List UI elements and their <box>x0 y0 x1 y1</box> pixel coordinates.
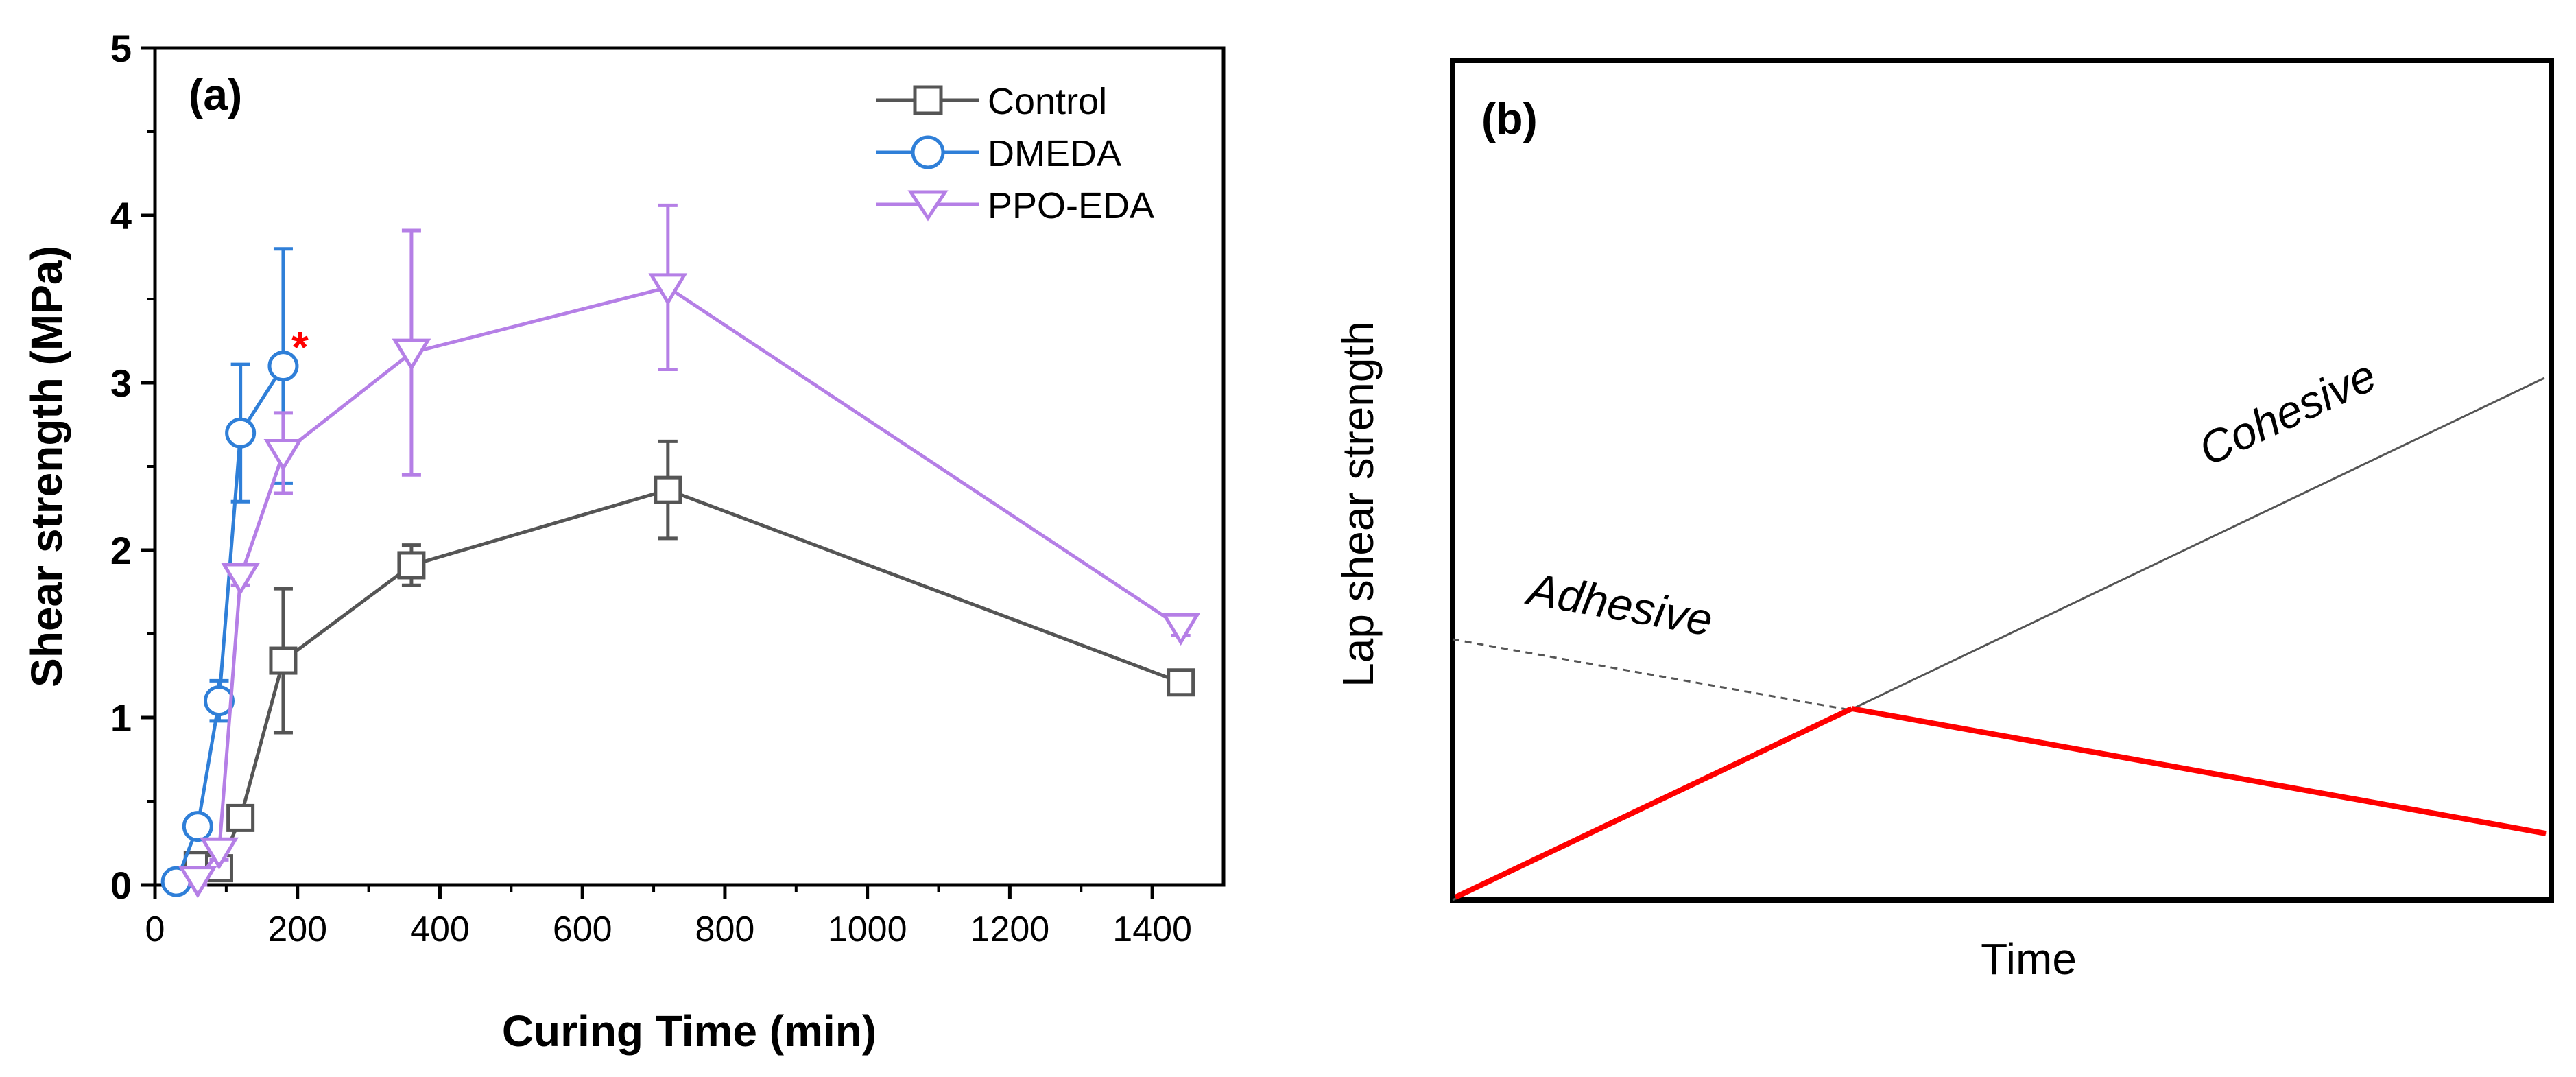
failure-arrow-falling <box>1851 706 2547 836</box>
series-line <box>196 285 1182 881</box>
data-point <box>203 685 235 717</box>
data-point <box>397 551 426 580</box>
panel-a-y-axis-label: Shear strength (MPa) <box>22 246 71 687</box>
y-tick-label: 5 <box>110 27 132 70</box>
data-point <box>221 563 261 595</box>
adhesive-label: Adhesive <box>1522 563 1717 646</box>
data-point <box>182 811 213 842</box>
y-tick-label: 2 <box>110 529 132 572</box>
legend: Control DMEDA PPO-EDA <box>876 81 1154 226</box>
panel-b-x-axis-label: Time <box>1981 934 2077 984</box>
failure-arrow-rising <box>1454 706 1853 900</box>
panel-a-x-axis-label: Curing Time (min) <box>502 1006 876 1056</box>
data-point <box>648 273 688 306</box>
series-line <box>197 488 1182 871</box>
x-tick-label: 1400 <box>1112 910 1192 949</box>
legend-label-dmeda: DMEDA <box>988 133 1121 174</box>
x-tick-label: 400 <box>410 910 470 949</box>
data-point <box>200 837 239 871</box>
y-tick-label: 4 <box>110 194 132 237</box>
legend-label-control: Control <box>988 81 1107 122</box>
legend-item-control: Control <box>876 81 1107 122</box>
series-control <box>183 439 1195 883</box>
x-tick-label: 200 <box>267 910 327 949</box>
y-tick-label: 3 <box>110 362 132 405</box>
data-point <box>269 646 298 675</box>
panel-b-y-axis-label: Lap shear strength <box>1333 321 1383 687</box>
panel-b-plot-frame <box>1450 58 2554 903</box>
panel-b-schematic: (b) Adhesive Cohesive Time Lap shear str… <box>1333 58 2554 984</box>
x-tick-label: 600 <box>553 910 612 949</box>
y-tick-label: 1 <box>110 696 132 739</box>
data-point <box>178 866 217 899</box>
data-point <box>267 351 299 382</box>
legend-item-dmeda: DMEDA <box>876 133 1121 174</box>
legend-item-ppo-eda: PPO-EDA <box>876 185 1154 226</box>
data-point <box>225 417 257 449</box>
data-point <box>226 803 255 832</box>
x-tick-label: 0 <box>145 910 165 949</box>
cohesive-label: Cohesive <box>2191 349 2384 475</box>
legend-label-ppo-eda: PPO-EDA <box>988 185 1154 226</box>
significance-asterisk: * <box>291 322 309 372</box>
x-tick-label: 1200 <box>970 910 1050 949</box>
data-point <box>392 338 431 371</box>
series-ppo-eda <box>178 203 1201 899</box>
x-tick-label: 800 <box>695 910 755 949</box>
series-dmeda <box>160 247 299 897</box>
y-tick-label: 0 <box>110 864 132 907</box>
panel-b-label: (b) <box>1481 94 1538 143</box>
panel-a-label: (a) <box>189 70 242 119</box>
data-point <box>1161 613 1201 646</box>
data-point <box>654 475 682 504</box>
data-point <box>263 438 303 472</box>
x-tick-label: 1000 <box>828 910 907 949</box>
panel-a-chart: 0 200 400 600 800 1000 1200 1400 0 1 2 3 4 5 (a) Curi… <box>22 27 1226 1056</box>
data-point <box>1167 668 1195 697</box>
